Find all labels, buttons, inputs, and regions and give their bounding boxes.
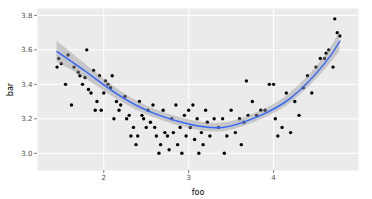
svg-text:3.8: 3.8 — [21, 12, 32, 20]
svg-text:3.6: 3.6 — [21, 46, 33, 54]
svg-text:2: 2 — [102, 174, 106, 182]
svg-text:3: 3 — [186, 174, 190, 182]
svg-text:4: 4 — [271, 174, 276, 182]
svg-text:bar: bar — [6, 82, 15, 96]
svg-text:3.2: 3.2 — [21, 115, 32, 123]
svg-text:3.0: 3.0 — [21, 150, 32, 158]
svg-text:3.4: 3.4 — [21, 81, 33, 89]
svg-text:foo: foo — [192, 188, 205, 197]
